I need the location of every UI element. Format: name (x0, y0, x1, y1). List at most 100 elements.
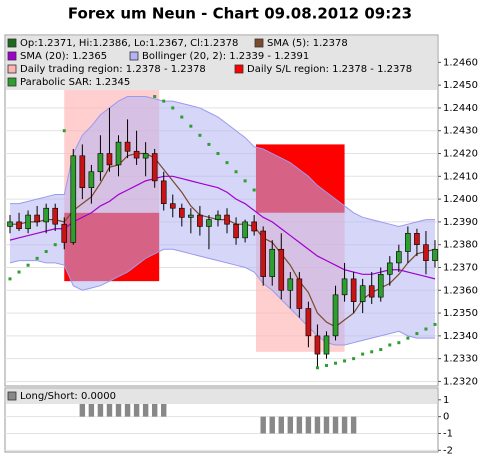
plot-layer (5, 61, 438, 382)
bar (305, 416, 312, 434)
y-tick-label: 1.2420 (443, 149, 478, 160)
y-tick-label: -1 (443, 428, 453, 439)
y-tick-label: 1.2390 (443, 217, 478, 228)
y-tick-label: 1.2340 (443, 331, 478, 342)
candle-body (206, 219, 212, 227)
bar (314, 416, 321, 434)
sar-dot (53, 243, 57, 247)
legend-background (6, 36, 437, 90)
candle-body (332, 294, 339, 337)
candle-body (251, 221, 257, 232)
candle-body (260, 230, 266, 277)
candle-body (151, 153, 158, 182)
candle-body (124, 141, 131, 152)
legend-swatch (7, 38, 17, 48)
sar-dot (433, 322, 437, 326)
legend-swatch (129, 51, 139, 61)
candle-body (414, 232, 420, 245)
line (9, 175, 436, 280)
candle-body (296, 278, 303, 309)
candle-body (169, 203, 176, 209)
bar (323, 416, 330, 434)
sar-dot (415, 332, 419, 336)
sar-dot (62, 129, 66, 133)
sar-dot (315, 366, 319, 370)
candle-body (350, 278, 357, 302)
candle-body (115, 141, 122, 166)
sar-dot (243, 179, 247, 183)
candle-body (160, 180, 167, 204)
bar (278, 416, 284, 434)
candle-body (133, 150, 140, 159)
candle-body (97, 153, 104, 173)
candle-body (278, 248, 285, 291)
bollinger-upper (10, 96, 435, 227)
sar-dot (225, 161, 229, 165)
sar-dot (180, 115, 184, 119)
bollinger-lower (9, 248, 435, 346)
candle-body (269, 248, 276, 277)
candle-body (52, 207, 59, 225)
bar (269, 416, 275, 434)
sar-dot (397, 341, 401, 345)
candle-body (305, 308, 312, 337)
candle-body (43, 207, 49, 223)
legend-swatch (254, 38, 264, 48)
sar-dot (162, 99, 166, 103)
sar-dot (324, 363, 328, 367)
sar-dot (352, 357, 356, 361)
legend-label: Op:1.2371, Hi:1.2386, Lo:1.2367, Cl:1.23… (20, 38, 238, 49)
sar-dot (361, 352, 365, 356)
chart-title: Forex um Neun - Chart 09.08.2012 09:23 (68, 5, 412, 23)
y-tick-label: 1.2350 (443, 308, 478, 319)
candle-body (405, 232, 411, 252)
plot-layer (5, 399, 438, 451)
candle-body (432, 248, 438, 261)
legend-label: Daily S/L region: 1.2378 - 1.2378 (247, 64, 412, 75)
legend-label: Parabolic SAR: 1.2345 (20, 77, 130, 88)
sar-dot (370, 350, 374, 354)
legend-swatch (7, 77, 17, 87)
candle-body (142, 153, 149, 159)
candle-body (70, 155, 77, 243)
candle-body (377, 274, 384, 298)
bar (88, 399, 95, 417)
bar (161, 399, 167, 417)
bar (133, 399, 140, 417)
sar-dot (388, 343, 392, 347)
bar (296, 416, 303, 434)
candle-body (368, 285, 375, 298)
y-tick-label: 0 (443, 412, 449, 423)
y-tick-label: 1.2380 (443, 240, 478, 251)
candle-body (314, 335, 321, 355)
y-tick-label: 1.2330 (443, 354, 478, 365)
candle-body (79, 155, 86, 189)
y-tick-label: 1.2410 (443, 171, 478, 182)
candle-body (323, 335, 330, 355)
y-tick-label: -2 (443, 445, 453, 456)
sar-dot (26, 263, 30, 267)
legend-label: Daily trading region: 1.2378 - 1.2378 (20, 64, 206, 75)
sar-dot (424, 327, 428, 331)
bar (115, 399, 122, 417)
sar-dot (17, 270, 21, 274)
sar-dot (189, 124, 193, 128)
candle-body (224, 214, 230, 225)
legend-label: SMA (5): 1.2378 (267, 38, 348, 49)
candle-body (359, 285, 366, 302)
candle-body (396, 251, 402, 264)
bar (151, 399, 158, 417)
candle-body (386, 262, 393, 275)
y-tick-label: 1.2460 (443, 57, 478, 68)
bar (287, 416, 294, 434)
sar-dot (8, 277, 12, 281)
sar-dot (198, 133, 202, 137)
sar-dot (379, 348, 383, 352)
bar (260, 416, 266, 434)
sar-dot (252, 188, 256, 192)
candle-body (16, 221, 22, 230)
y-tick-label: 1.2360 (443, 285, 478, 296)
candle-body (423, 244, 429, 261)
y-tick-label: 1.2320 (443, 376, 478, 387)
sar-dot (406, 336, 410, 340)
